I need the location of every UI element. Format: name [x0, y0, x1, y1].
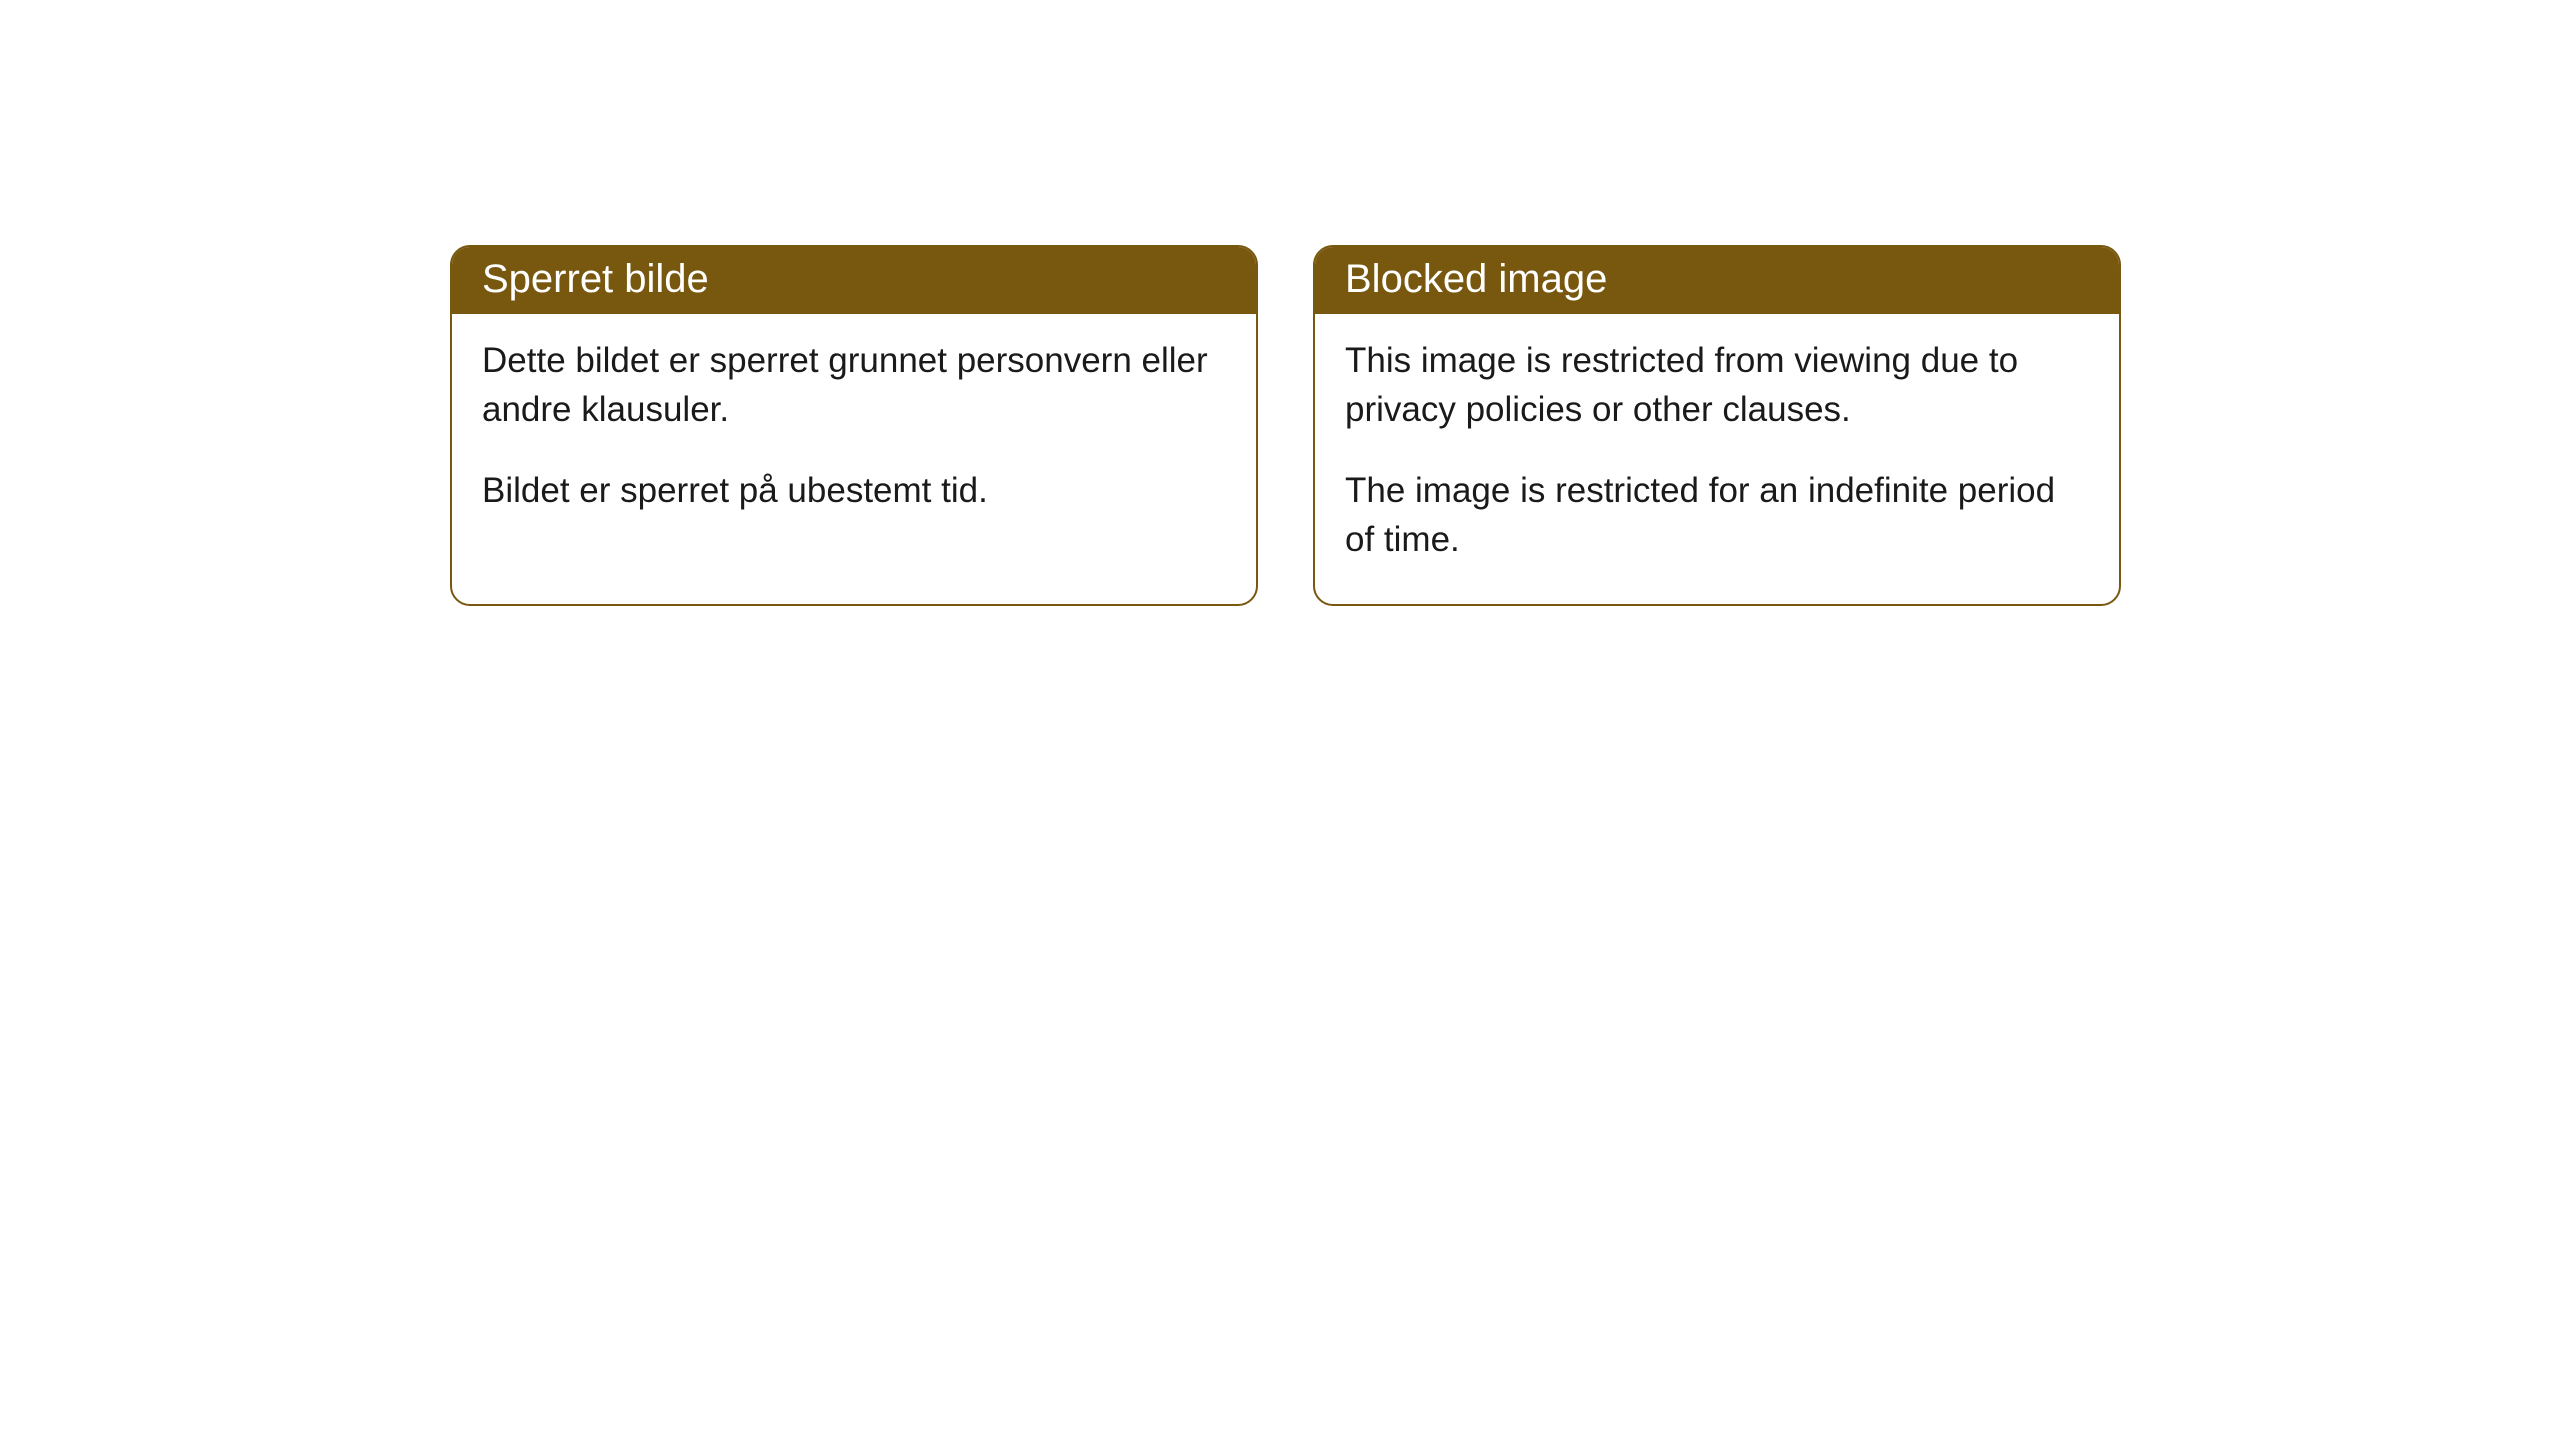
blocked-image-card-norwegian: Sperret bilde Dette bildet er sperret gr… — [450, 245, 1258, 606]
card-title: Blocked image — [1345, 257, 1607, 301]
card-paragraph: Dette bildet er sperret grunnet personve… — [482, 336, 1226, 434]
card-header: Sperret bilde — [452, 247, 1256, 314]
card-title: Sperret bilde — [482, 257, 709, 301]
card-body: This image is restricted from viewing du… — [1315, 314, 2119, 604]
blocked-image-card-english: Blocked image This image is restricted f… — [1313, 245, 2121, 606]
notice-cards-container: Sperret bilde Dette bildet er sperret gr… — [450, 245, 2560, 606]
card-body: Dette bildet er sperret grunnet personve… — [452, 314, 1256, 555]
card-paragraph: Bildet er sperret på ubestemt tid. — [482, 466, 1226, 515]
card-paragraph: This image is restricted from viewing du… — [1345, 336, 2089, 434]
card-header: Blocked image — [1315, 247, 2119, 314]
card-paragraph: The image is restricted for an indefinit… — [1345, 466, 2089, 564]
